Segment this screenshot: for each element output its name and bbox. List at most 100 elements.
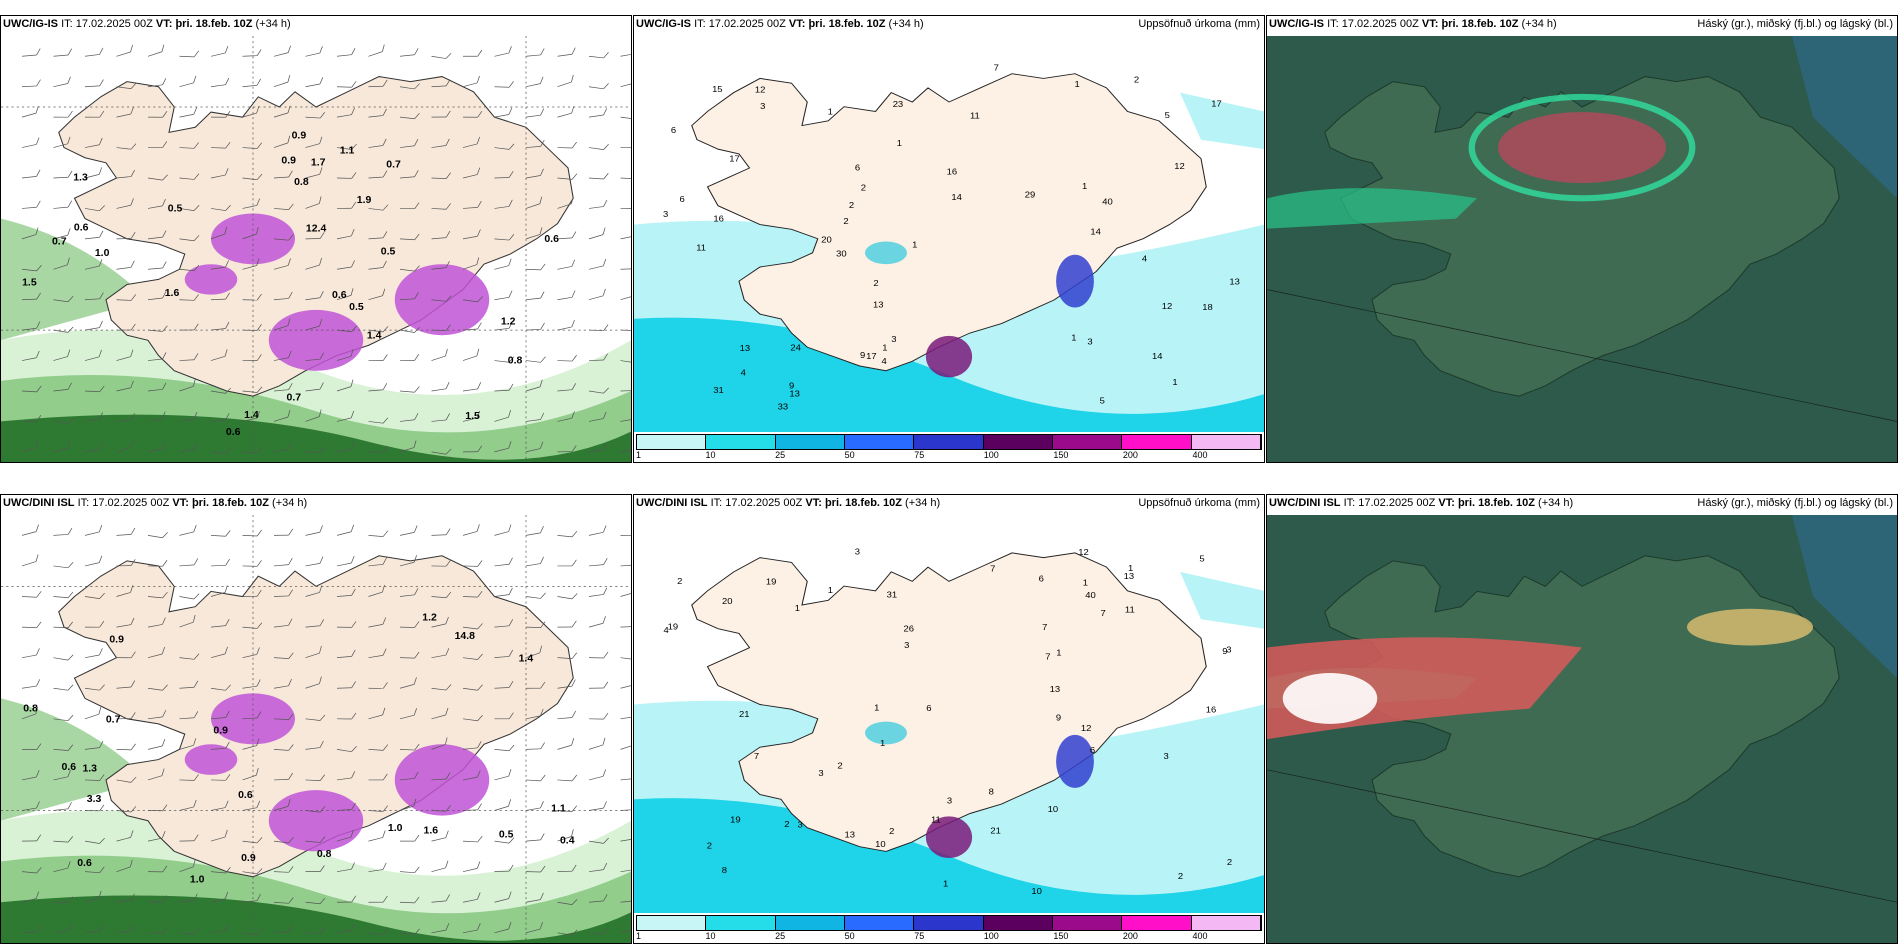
- wind-barb: [53, 48, 73, 57]
- precip-value: 11: [931, 815, 941, 824]
- value-label: 1.4: [367, 331, 382, 342]
- wind-barb: [620, 116, 631, 120]
- wind-barb: [242, 800, 261, 811]
- wind-barb: [116, 107, 134, 118]
- wind-barb: [620, 146, 631, 148]
- wind-barb: [21, 867, 42, 874]
- wind-barb: [620, 869, 631, 873]
- wind-barb: [494, 321, 513, 331]
- wind-barb: [336, 712, 357, 720]
- wind-barb: [620, 592, 631, 597]
- precip-value: 19: [668, 622, 679, 631]
- value-label: 0.8: [23, 704, 38, 715]
- wind-barb: [179, 834, 199, 842]
- lead-time: (+34 h): [1521, 18, 1557, 30]
- precip-value: 10: [875, 840, 886, 849]
- wind-barb: [620, 838, 631, 842]
- wind-barb: [116, 585, 134, 597]
- wind-barb: [84, 385, 105, 393]
- precip-value: 7: [1042, 622, 1047, 631]
- wind-barb: [399, 83, 420, 90]
- precip-value: 1: [1128, 563, 1133, 572]
- wind-barb: [147, 78, 167, 88]
- legend-swatch: [844, 435, 915, 449]
- wind-barb: [210, 111, 231, 118]
- vt-label: VT:: [788, 18, 806, 30]
- precip-value: 2: [784, 820, 789, 829]
- precip-value: 7: [1045, 652, 1050, 661]
- wind-barb: [525, 322, 545, 331]
- wind-barb: [53, 76, 71, 88]
- wind-barb: [494, 649, 514, 659]
- wind-barb: [147, 411, 166, 422]
- legend-tick: 200: [1122, 450, 1138, 460]
- wind-barb: [273, 105, 291, 118]
- value-label: 14.8: [455, 631, 476, 642]
- wind-barb: [557, 47, 576, 57]
- wind-barb: [368, 617, 387, 628]
- wind-barb: [399, 112, 420, 120]
- precip-value: 7: [990, 564, 995, 573]
- wind-barb: [210, 800, 229, 811]
- wind-barb: [273, 799, 291, 811]
- wind-barb: [620, 295, 631, 301]
- wind-barb: [588, 801, 607, 811]
- wind-barb: [116, 806, 137, 813]
- precip-value: 7: [1101, 608, 1106, 617]
- wind-barb: [84, 707, 102, 720]
- wind-barb: [525, 227, 543, 240]
- wind-barb: [210, 226, 228, 240]
- wind-barb: [368, 707, 386, 720]
- wind-barb: [116, 231, 136, 240]
- valid-time: þri. 18.feb. 10Z: [824, 497, 902, 509]
- wind-barb: [273, 866, 294, 873]
- wind-barb: [588, 557, 608, 567]
- wind-barb: [242, 447, 263, 454]
- wind-barb: [588, 862, 608, 873]
- wind-barb: [273, 318, 291, 331]
- precip-value: 6: [1039, 574, 1044, 583]
- wind-barb: [620, 177, 631, 180]
- wind-barb: [525, 556, 544, 567]
- wind-barb: [179, 75, 197, 88]
- wind-barb: [305, 927, 325, 934]
- wind-barb: [336, 81, 357, 88]
- precip-value: 26: [903, 624, 914, 633]
- precip-value: 23: [893, 100, 904, 109]
- precip-value: 6: [1090, 745, 1095, 754]
- legend-tick: 10: [705, 450, 716, 460]
- wind-barb: [494, 383, 514, 392]
- precip-value: 1: [828, 107, 833, 116]
- wind-barb: [525, 621, 546, 629]
- precip-value: 3: [855, 547, 860, 556]
- wind-barb: [494, 587, 513, 597]
- wind-barb: [399, 928, 420, 935]
- wind-barb: [116, 712, 136, 720]
- wind-barb: [431, 79, 451, 88]
- wind-barb: [557, 411, 575, 422]
- wind-barb: [116, 143, 137, 150]
- wind-barb: [494, 441, 512, 453]
- wind-barb: [53, 621, 73, 629]
- value-label: 0.8: [508, 356, 523, 367]
- wind-barb: [588, 442, 607, 453]
- wind-barb: [525, 921, 543, 934]
- wind-barb: [179, 323, 199, 331]
- precip-value: 1: [1083, 578, 1088, 587]
- wind-barb: [273, 258, 291, 270]
- value-label: 0.6: [62, 762, 77, 773]
- wind-barb: [53, 836, 74, 843]
- wind-barb: [116, 169, 135, 179]
- wind-barb: [53, 110, 73, 118]
- wind-barb: [336, 746, 357, 753]
- precip-value: 3: [904, 640, 909, 649]
- wind-barb: [557, 774, 578, 782]
- wind-barb: [242, 226, 259, 240]
- legend-tick: 10: [705, 931, 716, 941]
- wind-barb: [462, 110, 483, 118]
- precip-value: 2: [843, 216, 848, 225]
- wind-barb: [557, 829, 574, 842]
- precip-value: 40: [1102, 197, 1113, 206]
- wind-barb: [399, 834, 420, 842]
- wind-barb: [147, 739, 166, 750]
